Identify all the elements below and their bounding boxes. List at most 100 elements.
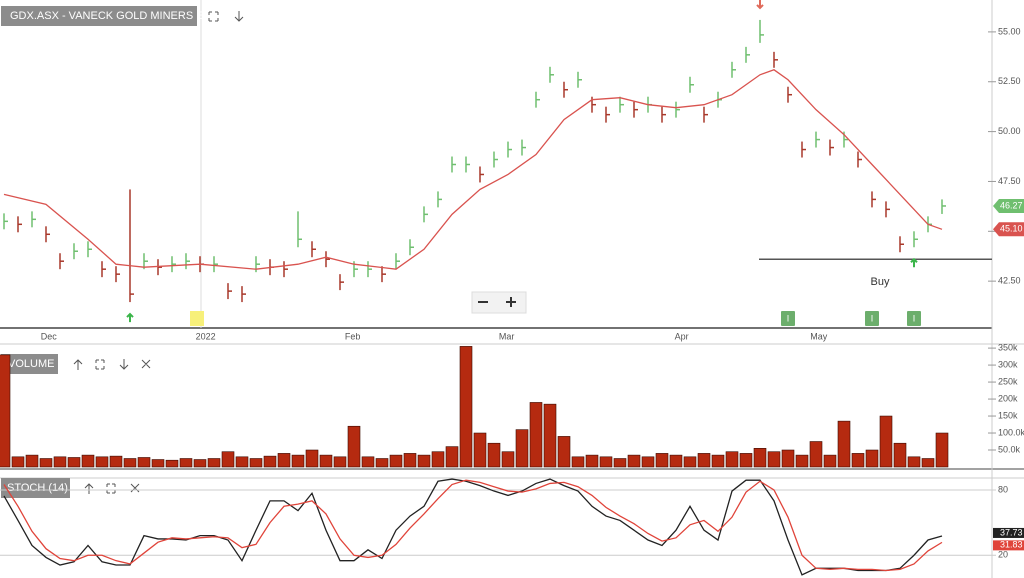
chart-title: GDX.ASX - VANECK GOLD MINERS ETF bbox=[10, 10, 217, 22]
volume-bar bbox=[655, 453, 669, 468]
volume-bar bbox=[865, 449, 879, 468]
volume-bar bbox=[683, 456, 697, 468]
volume-bar bbox=[39, 458, 53, 468]
zoom-icons[interactable] bbox=[478, 297, 516, 307]
panel-icons[interactable] bbox=[73, 359, 151, 494]
stoch-line bbox=[3, 478, 943, 576]
y-tick-label: 350k bbox=[998, 342, 1018, 352]
volume-bar bbox=[67, 457, 81, 468]
volume-bar bbox=[333, 456, 347, 468]
volume-bar bbox=[123, 458, 137, 468]
volume-bar bbox=[193, 459, 207, 468]
volume-bar bbox=[529, 402, 543, 468]
title-badge[interactable] bbox=[1, 6, 197, 26]
volume-bar bbox=[319, 454, 333, 468]
y-tick-label: 200k bbox=[998, 393, 1018, 403]
stoch-line bbox=[3, 479, 943, 572]
volume-bar bbox=[207, 458, 221, 468]
volume-bar bbox=[431, 451, 445, 468]
last-value-label: 45.10 bbox=[1000, 224, 1023, 234]
event-marker bbox=[781, 311, 795, 326]
volume-bar bbox=[11, 456, 25, 468]
x-tick-label: Mar bbox=[499, 331, 515, 341]
y-tick-label: 42.50 bbox=[998, 276, 1021, 286]
event-marker bbox=[907, 311, 921, 326]
volume-bar bbox=[697, 453, 711, 468]
last-price-tag bbox=[993, 198, 1024, 213]
volume-bar bbox=[627, 454, 641, 468]
y-tick-label: 300k bbox=[998, 359, 1018, 369]
x-tick-label: May bbox=[810, 331, 828, 341]
volume-bar bbox=[557, 436, 571, 468]
volume-bar bbox=[347, 425, 361, 468]
y-tick-label: 150k bbox=[998, 410, 1018, 420]
volume-bar bbox=[109, 455, 123, 468]
volume-bar bbox=[263, 455, 277, 468]
volume-bar bbox=[403, 453, 417, 468]
panel-title: VOLUME bbox=[8, 358, 54, 370]
panel-badge[interactable] bbox=[1, 354, 58, 374]
volume-bar bbox=[599, 456, 613, 468]
volume-bar bbox=[249, 458, 263, 468]
volume-bar bbox=[711, 454, 725, 468]
volume-bar bbox=[795, 454, 809, 468]
volume-bar bbox=[823, 454, 837, 468]
last-price-label: 46.27 bbox=[1000, 200, 1023, 210]
volume-bar bbox=[459, 346, 473, 468]
event-label: I bbox=[913, 313, 916, 323]
last-value-label: 31.83 bbox=[1000, 540, 1023, 550]
buy-arrow bbox=[910, 257, 918, 268]
volume-bar bbox=[585, 454, 599, 468]
volume-bar bbox=[907, 456, 921, 468]
volume-bar bbox=[221, 451, 235, 468]
volume-bar bbox=[879, 415, 893, 468]
volume-bar bbox=[0, 354, 11, 468]
volume-bar bbox=[473, 432, 487, 468]
volume-bar bbox=[179, 458, 193, 468]
volume-bar bbox=[851, 453, 865, 468]
y-tick-label: 250k bbox=[998, 376, 1018, 386]
note-marker[interactable] bbox=[190, 311, 204, 326]
volume-bar bbox=[935, 432, 949, 468]
volume-bar bbox=[165, 459, 179, 468]
volume-bar bbox=[753, 448, 767, 468]
volume-bar bbox=[739, 453, 753, 468]
x-tick-label: 2022 bbox=[196, 331, 216, 341]
volume-bar bbox=[543, 403, 557, 468]
volume-bar bbox=[361, 456, 375, 468]
volume-bar bbox=[417, 454, 431, 468]
last-value-tag bbox=[993, 222, 1024, 237]
volume-bar bbox=[571, 456, 585, 468]
buy-label: Buy bbox=[871, 276, 890, 288]
volume-bar bbox=[669, 454, 683, 468]
volume-bar bbox=[53, 456, 67, 468]
x-tick-label: Dec bbox=[41, 331, 58, 341]
zoom-control[interactable] bbox=[471, 291, 527, 314]
panel-title: STOCH (14) bbox=[7, 482, 68, 494]
volume-bar bbox=[151, 459, 165, 468]
event-label: I bbox=[871, 313, 874, 323]
volume-bar bbox=[235, 456, 249, 468]
x-tick-label: Feb bbox=[345, 331, 361, 341]
volume-bar bbox=[767, 451, 781, 468]
volume-bar bbox=[25, 454, 39, 468]
volume-bar bbox=[893, 442, 907, 468]
volume-bar bbox=[641, 456, 655, 468]
y-tick-label: 52.50 bbox=[998, 76, 1021, 86]
volume-bar bbox=[837, 420, 851, 468]
x-tick-label: Apr bbox=[675, 331, 689, 341]
last-value-tag bbox=[993, 540, 1024, 551]
volume-bar bbox=[95, 456, 109, 468]
y-tick-label: 80 bbox=[998, 484, 1008, 494]
volume-bar bbox=[781, 449, 795, 468]
volume-bar bbox=[375, 458, 389, 468]
toolbar-icons[interactable] bbox=[208, 11, 244, 22]
y-tick-label: 100.0k bbox=[998, 427, 1024, 437]
panel-badge[interactable] bbox=[1, 478, 70, 498]
volume-bar bbox=[809, 441, 823, 468]
y-tick-label: 47.50 bbox=[998, 176, 1021, 186]
event-label: I bbox=[787, 313, 790, 323]
volume-bar bbox=[921, 458, 935, 468]
